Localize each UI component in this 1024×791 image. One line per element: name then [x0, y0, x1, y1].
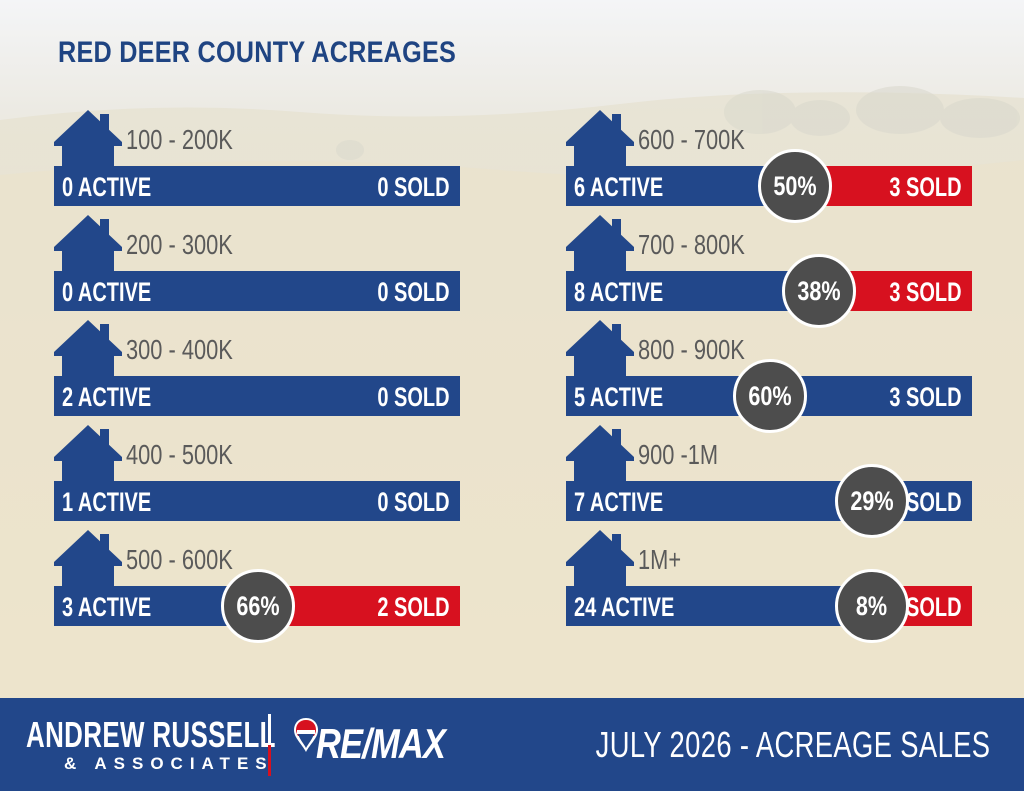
price-range-label: 200 - 300K: [126, 229, 233, 260]
brand-name: ANDREW RUSSELL: [26, 714, 276, 755]
price-range-label: 100 - 200K: [126, 124, 233, 155]
price-range-label: 700 - 800K: [638, 229, 745, 260]
sold-percentage-badge: 60%: [733, 359, 807, 433]
sold-count-label: 0 SOLD: [377, 277, 450, 307]
price-range-row: 200 - 300K 0 ACTIVE 0 SOLD: [54, 211, 464, 313]
house-icon: [54, 316, 122, 412]
house-icon: [54, 526, 122, 622]
active-count-label: 8 ACTIVE: [574, 277, 664, 307]
price-range-row: 700 - 800K 8 ACTIVE 3 SOLD 38%: [566, 211, 976, 328]
sold-percentage-label: 50%: [773, 170, 817, 201]
footer-bar: ANDREW RUSSELL & ASSOCIATES RE/MAX JULY …: [0, 698, 1024, 791]
sold-count-label: 2 SOLD: [377, 592, 450, 622]
price-range-row: 300 - 400K 2 ACTIVE 0 SOLD: [54, 316, 464, 418]
remax-logo-text: RE/MAX: [316, 720, 446, 767]
page-title: RED DEER COUNTY ACREAGES: [58, 36, 457, 69]
sold-percentage-badge: 29%: [835, 464, 909, 538]
price-range-label: 400 - 500K: [126, 439, 233, 470]
price-range-label: 600 - 700K: [638, 124, 745, 155]
active-bar: 3 ACTIVE 2 SOLD 66%: [54, 569, 460, 643]
price-range-label: 800 - 900K: [638, 334, 745, 365]
active-bar: 5 ACTIVE 3 SOLD 60%: [566, 359, 972, 433]
sold-percentage-label: 60%: [748, 380, 792, 411]
active-bar: 6 ACTIVE 3 SOLD 50%: [566, 149, 972, 223]
active-bar: 2 ACTIVE 0 SOLD: [54, 376, 460, 416]
sold-count-label: 3 SOLD: [889, 382, 962, 412]
active-bar: 0 ACTIVE 0 SOLD: [54, 166, 460, 206]
active-count-label: 3 ACTIVE: [62, 592, 152, 622]
house-icon: [54, 106, 122, 202]
active-bar: 0 ACTIVE 0 SOLD: [54, 271, 460, 311]
sold-percentage-label: 29%: [850, 485, 894, 516]
active-count-label: 7 ACTIVE: [574, 487, 664, 517]
house-icon: [54, 211, 122, 307]
active-count-label: 2 ACTIVE: [62, 382, 152, 412]
sold-percentage-label: 66%: [236, 590, 280, 621]
sold-bar: [289, 586, 460, 626]
footer-title: JULY 2026 - ACREAGE SALES: [595, 724, 990, 765]
sold-percentage-label: 38%: [797, 275, 841, 306]
price-range-row: 800 - 900K 5 ACTIVE 3 SOLD 60%: [566, 316, 976, 433]
price-range-label: 500 - 600K: [126, 544, 233, 575]
sold-count-label: 3 SOLD: [889, 277, 962, 307]
active-count-label: 5 ACTIVE: [574, 382, 664, 412]
house-icon: [566, 211, 634, 307]
active-bar: 8 ACTIVE 3 SOLD 38%: [566, 254, 972, 328]
active-count-label: 6 ACTIVE: [574, 172, 664, 202]
sold-bar: [850, 271, 972, 311]
price-range-label: 1M+: [638, 544, 682, 575]
sold-count-label: 0 SOLD: [377, 487, 450, 517]
sold-percentage-badge: 50%: [758, 149, 832, 223]
sold-count-label: 3 SOLD: [889, 172, 962, 202]
price-range-row: 900 -1M 7 ACTIVE 2 SOLD 29%: [566, 421, 976, 538]
price-range-label: 900 -1M: [638, 439, 719, 470]
active-count-label: 24 ACTIVE: [574, 592, 675, 622]
sold-bar: [903, 586, 972, 626]
active-count-label: 1 ACTIVE: [62, 487, 152, 517]
price-range-label: 300 - 400K: [126, 334, 233, 365]
house-icon: [566, 106, 634, 202]
brand-subtitle: & ASSOCIATES: [64, 754, 274, 773]
sold-count-label: 0 SOLD: [377, 172, 450, 202]
active-count-label: 0 ACTIVE: [62, 172, 152, 202]
active-bar: 24 ACTIVE 2 SOLD 8%: [566, 569, 972, 643]
house-icon: [566, 526, 634, 622]
house-icon: [54, 421, 122, 517]
price-range-row: 400 - 500K 1 ACTIVE 0 SOLD: [54, 421, 464, 523]
sold-bar: [826, 166, 972, 206]
sold-percentage-badge: 38%: [782, 254, 856, 328]
price-range-row: 500 - 600K 3 ACTIVE 2 SOLD 66%: [54, 526, 464, 643]
price-range-row: 1M+ 24 ACTIVE 2 SOLD 8%: [566, 526, 976, 643]
sold-percentage-badge: 66%: [221, 569, 295, 643]
price-range-row: 100 - 200K 0 ACTIVE 0 SOLD: [54, 106, 464, 208]
house-icon: [566, 421, 634, 517]
sold-percentage-badge: 8%: [835, 569, 909, 643]
active-bar: 7 ACTIVE 2 SOLD 29%: [566, 464, 972, 538]
active-bar: 1 ACTIVE 0 SOLD: [54, 481, 460, 521]
active-count-label: 0 ACTIVE: [62, 277, 152, 307]
footer-divider: [268, 714, 271, 776]
remax-balloon-icon: [294, 718, 318, 752]
sold-percentage-label: 8%: [856, 590, 888, 621]
price-range-row: 600 - 700K 6 ACTIVE 3 SOLD 50%: [566, 106, 976, 223]
house-icon: [566, 316, 634, 412]
sold-count-label: 0 SOLD: [377, 382, 450, 412]
